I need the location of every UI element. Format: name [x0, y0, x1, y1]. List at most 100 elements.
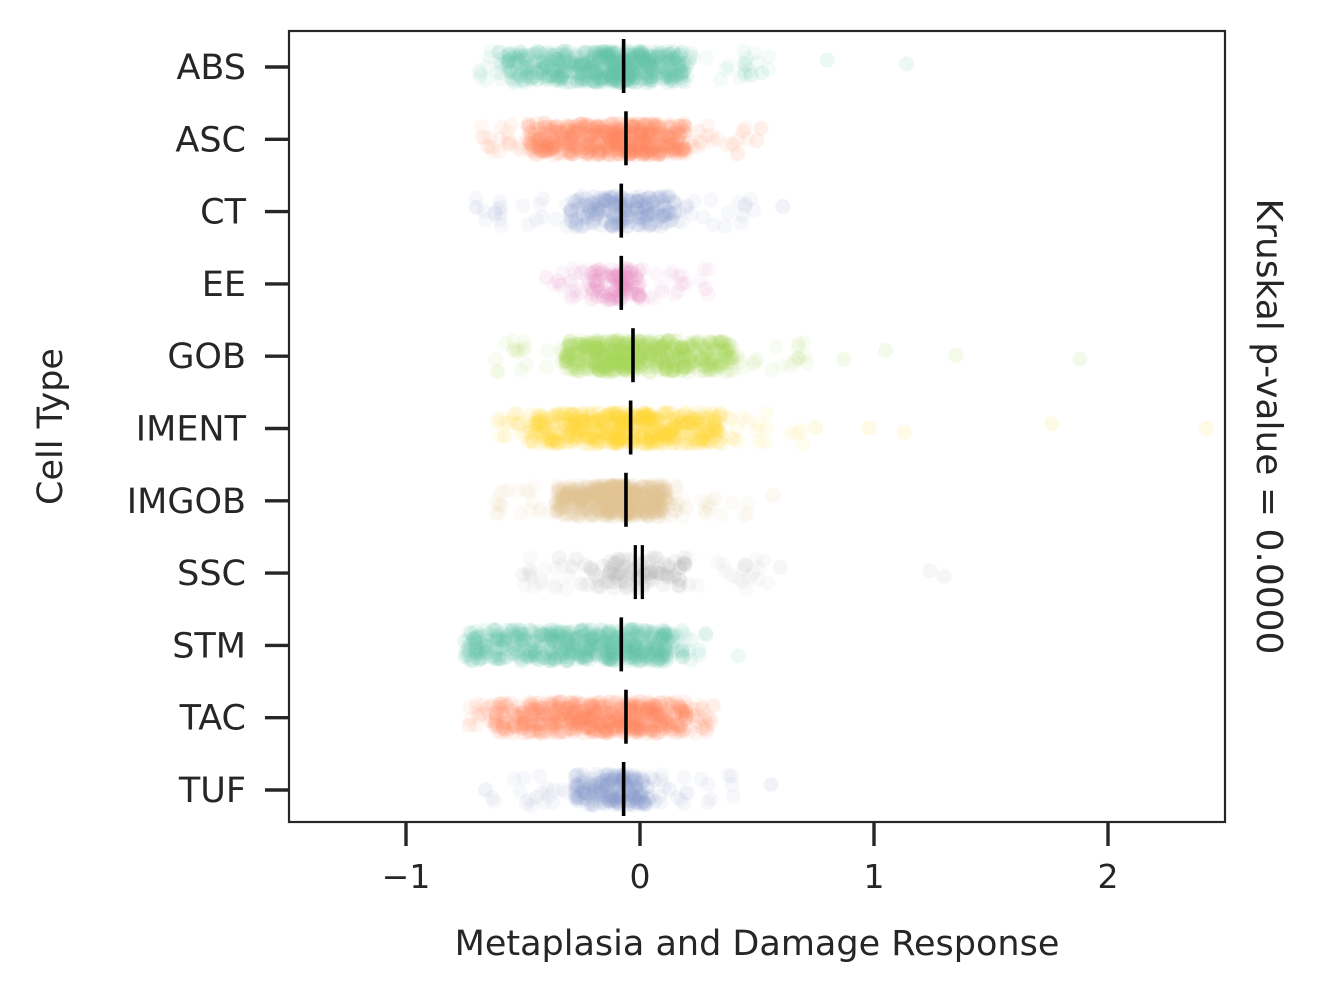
data-point	[570, 66, 586, 82]
data-point	[661, 67, 676, 82]
data-point	[688, 725, 704, 741]
data-point	[590, 44, 606, 60]
data-point	[563, 54, 579, 70]
data-point	[706, 217, 721, 233]
data-point	[532, 44, 548, 60]
data-point	[503, 70, 519, 86]
data-point	[652, 59, 668, 75]
data-point	[563, 75, 579, 90]
data-point	[555, 55, 571, 71]
data-point	[630, 47, 646, 63]
data-point	[544, 66, 560, 82]
data-point	[552, 341, 568, 357]
data-point	[675, 68, 691, 84]
data-point	[572, 59, 588, 74]
data-point	[573, 284, 589, 300]
data-point	[586, 73, 602, 89]
outlier-point	[772, 559, 788, 575]
outlier-point	[749, 133, 765, 149]
data-point	[758, 434, 774, 450]
data-point	[558, 131, 574, 147]
data-point	[617, 575, 633, 591]
data-point	[606, 66, 622, 82]
data-point	[674, 65, 690, 81]
data-point	[534, 64, 550, 80]
data-point	[501, 47, 517, 63]
data-point	[588, 75, 604, 91]
data-point	[658, 67, 674, 83]
data-point	[538, 71, 554, 87]
data-point	[656, 428, 672, 444]
strip-stm	[457, 621, 746, 669]
data-point	[530, 64, 546, 80]
data-point	[634, 45, 650, 61]
data-point	[671, 55, 687, 71]
data-point	[661, 46, 677, 62]
data-point	[565, 58, 581, 74]
data-point	[690, 577, 706, 593]
data-point	[559, 218, 575, 234]
data-point	[530, 72, 545, 88]
outlier-point	[754, 65, 770, 81]
data-point	[651, 46, 667, 62]
data-point	[740, 495, 756, 511]
data-point	[677, 74, 693, 90]
data-point	[574, 50, 590, 66]
data-point	[643, 427, 659, 443]
data-point	[601, 47, 617, 63]
data-point	[521, 47, 537, 63]
data-point	[656, 207, 671, 223]
data-point	[664, 490, 680, 506]
data-point	[602, 68, 618, 84]
data-point	[665, 43, 681, 59]
data-point	[598, 44, 614, 60]
data-point	[645, 290, 661, 306]
strip-tac	[461, 694, 721, 741]
data-point	[597, 50, 613, 66]
data-point	[551, 58, 567, 74]
data-point	[607, 333, 622, 349]
data-point	[644, 49, 660, 65]
data-point	[635, 58, 651, 74]
data-point	[567, 64, 583, 80]
data-point	[662, 58, 678, 74]
data-point	[512, 505, 528, 521]
outlier-point	[461, 717, 477, 733]
data-point	[644, 57, 660, 73]
data-point	[670, 56, 686, 72]
data-point	[589, 289, 605, 305]
data-point	[670, 213, 686, 229]
data-point	[575, 57, 591, 73]
data-point	[558, 47, 574, 63]
data-point	[713, 507, 728, 523]
data-point	[563, 57, 579, 73]
data-point	[515, 49, 531, 65]
data-point	[724, 136, 740, 152]
data-point	[589, 65, 605, 81]
data-point	[579, 74, 595, 90]
data-point	[597, 52, 613, 68]
data-point	[672, 425, 688, 441]
data-point	[672, 47, 688, 63]
data-point	[590, 501, 606, 516]
data-point	[655, 720, 671, 736]
data-point	[605, 61, 621, 77]
data-point	[590, 70, 606, 86]
data-point	[646, 64, 662, 80]
data-point	[578, 44, 594, 60]
data-point	[534, 54, 550, 70]
data-point	[630, 73, 646, 89]
data-point	[638, 75, 654, 90]
data-point	[652, 59, 668, 75]
data-point	[535, 191, 551, 207]
outlier-point	[936, 568, 952, 584]
outlier-point	[836, 352, 852, 367]
strip-abs	[472, 43, 915, 91]
data-point	[544, 625, 559, 641]
data-point	[501, 53, 517, 69]
data-point	[556, 53, 572, 69]
outlier-point	[698, 281, 713, 297]
data-point	[614, 63, 630, 79]
data-point	[595, 61, 611, 77]
data-point	[674, 44, 690, 60]
